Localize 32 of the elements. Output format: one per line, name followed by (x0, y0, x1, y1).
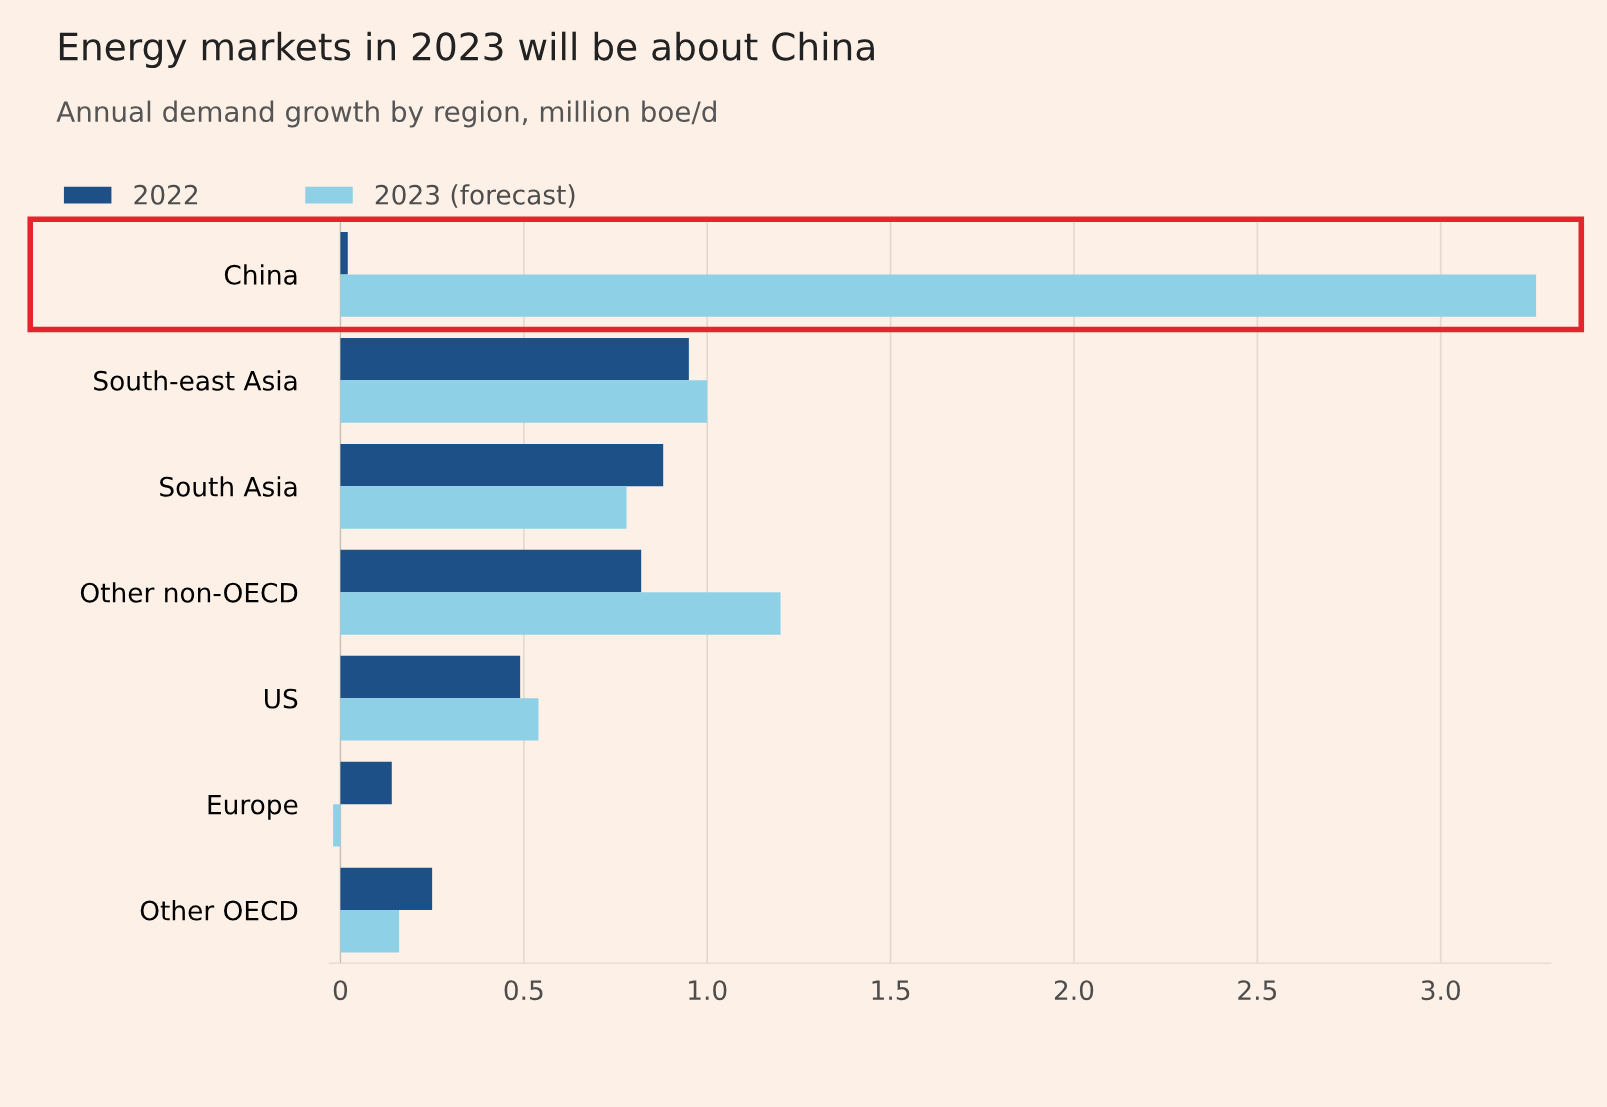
bar (340, 443, 664, 487)
x-tick-label: 1.5 (872, 980, 910, 1001)
x-tick-label: 2.0 (1054, 980, 1094, 1001)
x-tick-label: 3.0 (1421, 980, 1460, 1001)
x-tick-label: 0 (333, 980, 348, 1001)
x-tick-label: 1.0 (689, 980, 727, 1001)
bar (340, 698, 539, 741)
x-tick-label: 0.5 (504, 980, 543, 1001)
y-tick-label: Other OECD (140, 900, 298, 921)
bar (340, 232, 348, 275)
bar (333, 804, 341, 847)
bar (340, 274, 1537, 317)
y-tick-label: Europe (208, 794, 298, 820)
bar (340, 867, 433, 911)
chart-title: Energy markets in 2023 will be about China (59, 31, 874, 68)
y-tick-label: US (265, 688, 298, 709)
y-tick-label: China (224, 264, 297, 285)
bar (340, 337, 689, 381)
y-tick-label: South Asia (160, 476, 297, 497)
legend-label: 2022 (134, 184, 198, 205)
bar (340, 910, 400, 953)
legend-label: 2023 (forecast) (375, 184, 575, 208)
bar (340, 486, 627, 529)
x-tick-label: 2.5 (1238, 980, 1277, 1001)
bar (340, 549, 642, 593)
y-tick-label: Other non-OECD (80, 582, 298, 603)
y-tick-label: South-east Asia (94, 370, 297, 391)
bar (340, 761, 392, 805)
bar (340, 655, 521, 699)
bar (340, 380, 708, 423)
chart-subtitle: Annual demand growth by region, million boe/d (56, 100, 716, 128)
bar (340, 592, 781, 635)
